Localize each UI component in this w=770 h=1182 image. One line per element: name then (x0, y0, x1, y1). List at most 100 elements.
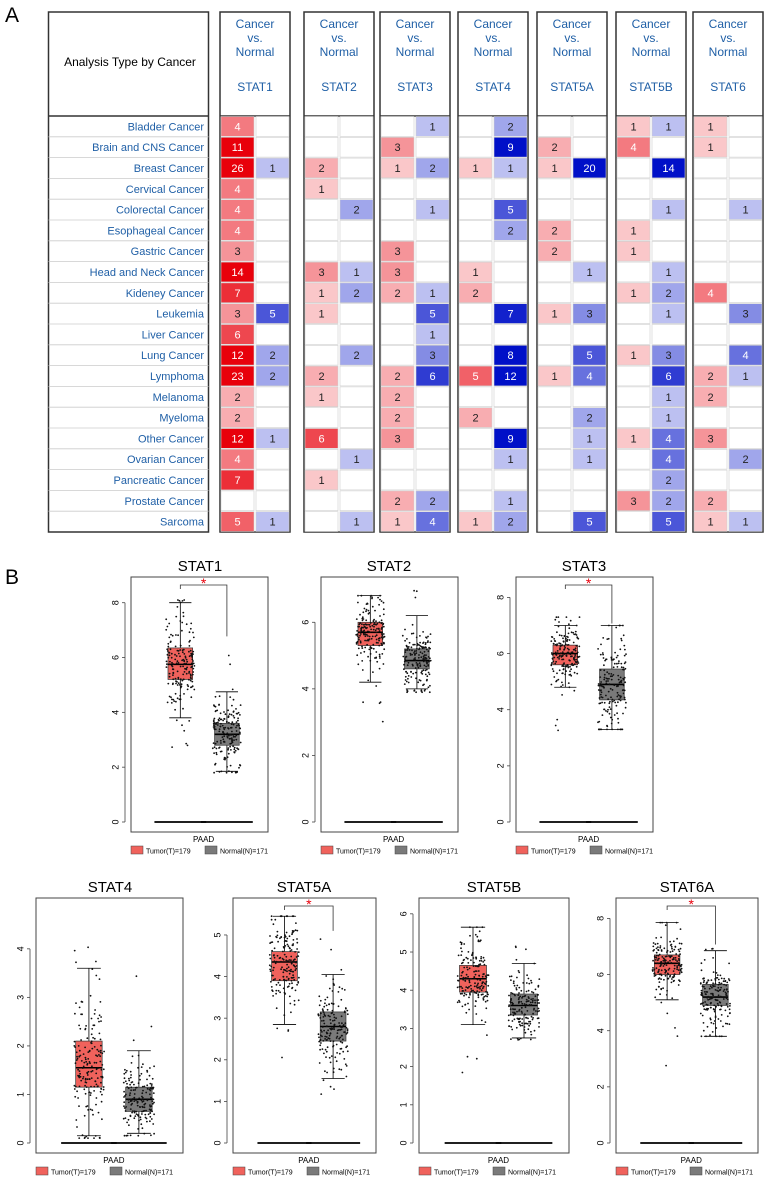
tumor-point (287, 985, 290, 988)
normal-point (418, 644, 421, 646)
tumor-point (564, 646, 566, 649)
up-count: 1 (630, 433, 636, 445)
significance-bracket (564, 584, 613, 624)
normal-point (131, 1055, 134, 1058)
normal-point (235, 730, 238, 732)
normal-point (232, 723, 235, 726)
tumor-point (181, 651, 184, 654)
normal-point (407, 677, 409, 680)
down-cell (728, 324, 763, 345)
down-cell (572, 220, 607, 241)
tumor-point (366, 643, 368, 646)
tumor-point (73, 1088, 76, 1090)
up-cell (693, 303, 728, 324)
tumor-point (93, 1137, 95, 1139)
normal-point (699, 1012, 702, 1015)
up-cell (304, 469, 339, 491)
tumor-point (487, 984, 490, 987)
down-cell (651, 511, 686, 532)
column-header-text: Normal (396, 45, 435, 59)
tumor-point (179, 655, 181, 658)
normal-point (406, 691, 408, 694)
normal-point (220, 722, 222, 725)
normal-point (340, 968, 343, 971)
normal-point (127, 1118, 130, 1121)
up-count: 11 (232, 142, 243, 154)
down-count: 3 (429, 350, 435, 362)
normal-point (214, 710, 217, 713)
tumor-point (171, 698, 173, 701)
tumor-point (469, 993, 471, 996)
normal-point (333, 1028, 335, 1031)
tumor-point (670, 981, 673, 984)
tumor-point (185, 658, 188, 661)
tumor-point (468, 981, 471, 984)
normal-point (326, 1032, 328, 1035)
normal-point (223, 756, 226, 759)
tumor-point (552, 660, 555, 663)
normal-point (146, 1069, 149, 1072)
up-cell (616, 116, 651, 137)
tumor-point (571, 662, 573, 665)
tumor-point (658, 973, 661, 976)
tumor-point (460, 943, 463, 946)
down-cell (415, 199, 450, 220)
normal-point (411, 653, 413, 656)
normal-point (524, 1031, 527, 1034)
normal-point (341, 1022, 343, 1025)
down-cell (415, 282, 450, 303)
tumor-point (475, 956, 477, 959)
tumor-point (678, 979, 680, 982)
tumor-point (465, 956, 468, 959)
tumor-point (662, 959, 665, 962)
tumor-point (664, 974, 667, 977)
down-count: 2 (429, 163, 435, 175)
up-count: 4 (234, 205, 240, 217)
normal-point (425, 657, 428, 660)
normal-point (142, 1106, 144, 1109)
normal-point (617, 717, 619, 720)
tumor-point (269, 968, 271, 971)
tumor-point (574, 654, 577, 656)
normal-point (518, 971, 521, 974)
up-cell (220, 116, 255, 137)
tumor-point (467, 951, 470, 953)
cancer-row-label: Sarcoma (160, 517, 205, 529)
up-cell (380, 178, 415, 199)
tumor-point (296, 983, 298, 986)
up-cell (693, 490, 728, 511)
down-cell (255, 365, 290, 387)
normal-point (715, 999, 717, 1002)
normal-point (321, 1035, 323, 1038)
normal-point (702, 1029, 705, 1032)
normal-point (129, 1083, 132, 1086)
tumor-point (459, 992, 462, 995)
up-cell (693, 365, 728, 387)
up-cell (693, 220, 728, 241)
up-cell (304, 220, 339, 241)
legend-label-tumor: Tumor(T)=179 (248, 1170, 293, 1177)
tumor-point (84, 1028, 87, 1031)
tumor-point (676, 966, 679, 969)
tumor-point (679, 928, 682, 930)
tumor-point (463, 966, 466, 969)
normal-point (219, 750, 222, 753)
tumor-point (465, 986, 468, 988)
tumor-point (93, 1013, 96, 1015)
tumor-point (565, 665, 568, 668)
tumor-point (97, 1067, 99, 1070)
tumor-point (478, 930, 481, 933)
tumor-point (356, 630, 358, 632)
tumor-point (95, 1083, 98, 1086)
normal-point (410, 676, 413, 678)
normal-point (152, 1086, 155, 1089)
plot-title: STAT1 (178, 558, 222, 575)
tumor-point (467, 962, 470, 964)
normal-point (330, 1055, 333, 1057)
tumor-point (269, 942, 271, 944)
tumor-point (368, 648, 371, 651)
normal-point (508, 994, 510, 997)
column-header-gene: STAT5B (629, 80, 673, 94)
normal-point (404, 675, 407, 678)
normal-point (407, 646, 410, 648)
